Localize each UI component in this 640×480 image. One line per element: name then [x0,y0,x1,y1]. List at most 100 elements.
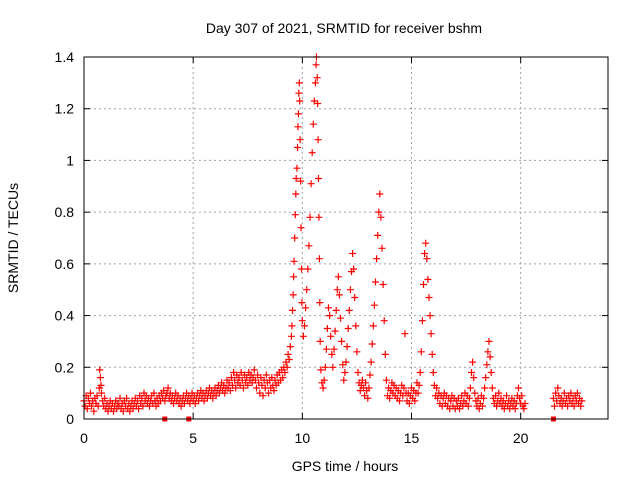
plot-frame [83,56,609,420]
data-point [317,366,325,374]
data-point [370,301,378,309]
data-point [425,294,433,301]
axis-ticks: 0 0.2 0.4 0.6 0.8 1 1.2 1.4 0 5 10 15 20 [55,49,608,446]
data-point [483,361,491,369]
data-point [422,239,430,247]
data-point [316,337,324,345]
data-point [135,405,143,413]
data-point [314,100,322,107]
data-point [305,242,313,250]
data-point [270,387,278,395]
data-point [250,366,258,374]
data-point [551,402,558,410]
data-point [328,350,336,358]
data-point [373,255,381,263]
y-tick-label: 1.4 [55,49,75,65]
data-point [311,79,319,87]
data-point [265,389,272,397]
x-tick-label: 5 [189,430,197,446]
data-point [123,394,131,402]
data-point [325,304,332,312]
y-tick-label: 0.4 [55,308,75,324]
data-point [349,250,357,257]
data-point [329,363,337,371]
data-point [418,317,426,325]
data-point [96,374,104,382]
data-point [320,376,328,384]
data-point [292,190,300,198]
data-point [326,312,334,320]
data-point [377,213,385,221]
data-point [354,369,362,376]
data-point [321,363,329,371]
data-point [482,374,490,382]
data-point [296,97,304,105]
x-tick-label: 10 [295,430,311,446]
data-point [345,306,353,314]
data-point [511,405,519,413]
data-point [334,273,342,281]
data-points [80,53,586,422]
data-point [331,327,339,335]
data-point [333,286,341,294]
data-point [423,255,431,263]
data-point [337,314,344,322]
data-point [481,384,489,392]
data-point [297,177,305,185]
data-point [487,369,495,376]
data-point [295,89,303,97]
data-point [308,149,316,157]
data-point [335,291,343,299]
data-point [381,350,389,358]
data-point [119,407,127,415]
data-point [573,389,581,397]
data-point [289,291,297,299]
data-point [338,337,346,345]
data-point [303,286,311,294]
data-point [479,402,486,410]
data-point [315,175,322,182]
data-point [365,384,373,392]
data-point [400,384,408,392]
data-point [90,407,98,415]
data-point [298,317,306,325]
data-point [340,376,348,384]
data-point [379,281,387,288]
data-point [287,332,295,340]
data-point [284,350,292,358]
data-point [296,136,304,144]
data-point [295,79,303,87]
data-point [352,322,360,330]
data-point [281,369,289,376]
data-point [342,358,350,366]
data-point [464,402,472,410]
data-point [470,374,478,382]
data-point [330,345,338,353]
x-axis-label: GPS time / hours [292,458,399,474]
y-tick-label: 1.2 [55,101,75,117]
data-point [101,394,109,402]
data-point [578,397,586,405]
data-point [299,332,307,340]
data-point [290,257,298,265]
data-point [289,306,296,314]
data-point [279,374,287,382]
data-point [298,265,305,273]
x-tick-label: 20 [513,430,529,446]
data-point [298,299,306,307]
data-point [226,387,234,395]
data-point [262,371,270,379]
data-point [301,322,308,330]
y-tick-label: 0.6 [55,256,75,272]
data-point [378,244,386,252]
data-point [396,397,403,405]
data-point [433,384,441,392]
data-point [353,348,361,356]
data-point [426,312,434,320]
data-point [411,397,419,405]
data-point [253,384,260,392]
data-point [322,345,330,353]
data-point [374,231,382,239]
data-point [364,394,372,402]
data-point [116,394,124,402]
